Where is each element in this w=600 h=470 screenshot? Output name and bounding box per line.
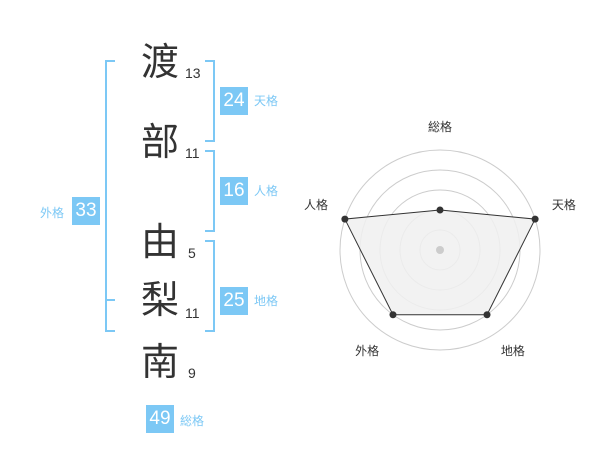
radar-axis-label: 天格: [551, 197, 576, 212]
radar-point: [531, 215, 539, 223]
char-3: 由: [140, 220, 179, 264]
radar-axis-label: 外格: [355, 344, 380, 359]
radar-point: [389, 311, 397, 319]
radar-area: [344, 209, 536, 316]
strokes-2: 11: [185, 145, 200, 161]
soukaku-value: 49: [146, 405, 174, 433]
chikaku-label: 地格: [254, 294, 279, 308]
strokes-5: 9: [188, 365, 196, 381]
gaikaku-tick: [107, 299, 115, 301]
radar-center: [436, 246, 444, 254]
char-2: 部: [140, 120, 179, 164]
radar-axis-label: 地格: [500, 344, 525, 359]
chikaku-value: 25: [220, 287, 248, 315]
radar-ring: [339, 149, 541, 351]
radar-point: [341, 215, 349, 223]
tenkaku-value: 24: [220, 87, 248, 115]
jinkaku-label: 人格: [254, 184, 279, 198]
radar-point: [483, 311, 491, 319]
strokes-1: 13: [185, 65, 201, 81]
strokes-3: 5: [188, 245, 196, 261]
char-1: 渡: [140, 40, 179, 84]
jinkaku-bracket: [205, 150, 215, 232]
tenkaku-label: 天格: [254, 94, 279, 108]
gaikaku-bracket: [105, 60, 115, 332]
char-5: 南: [140, 340, 179, 384]
tenkaku-bracket: [205, 60, 215, 142]
chikaku-bracket: [205, 240, 215, 332]
char-4: 梨: [140, 278, 179, 322]
gaikaku-label: 外格: [40, 206, 65, 220]
soukaku-label: 総格: [180, 414, 205, 428]
radar-axis-label: 人格: [304, 197, 329, 212]
gaikaku-value: 33: [72, 197, 100, 225]
strokes-4: 11: [185, 305, 200, 321]
jinkaku-value: 16: [220, 177, 248, 205]
radar-point: [436, 206, 444, 214]
radar-axis-label: 総格: [427, 120, 452, 134]
